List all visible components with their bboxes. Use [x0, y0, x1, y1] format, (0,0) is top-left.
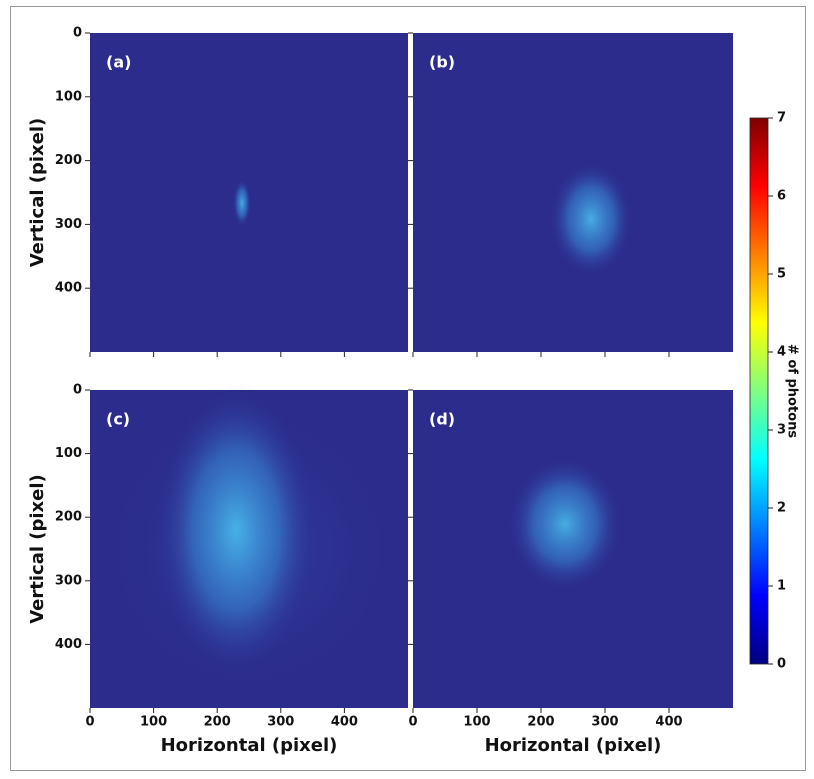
colorbar-tick-label: 5: [777, 267, 786, 282]
y-tick-label: 400: [55, 281, 82, 296]
y-axis-label: Vertical (pixel): [27, 474, 48, 624]
y-tick-label: 300: [55, 217, 82, 232]
y-tick-label: 0: [73, 26, 82, 41]
x-tick-label: 200: [527, 715, 554, 730]
colorbar-tick-label: 4: [777, 345, 786, 360]
x-tick-label: 0: [85, 715, 94, 730]
y-tick-label: 100: [55, 446, 82, 461]
panel-label: (a): [106, 53, 131, 72]
colorbar-label: # of photons: [785, 344, 800, 438]
frame: [10, 6, 806, 771]
colorbar-tick-label: 2: [777, 501, 786, 516]
x-tick-label: 300: [591, 715, 618, 730]
y-tick-label: 200: [55, 510, 82, 525]
x-axis-label: Horizontal (pixel): [485, 735, 662, 756]
colorbar-tick-label: 3: [777, 423, 786, 438]
x-tick-label: 400: [655, 715, 682, 730]
colorbar-tick-label: 6: [777, 189, 786, 204]
y-tick-label: 400: [55, 637, 82, 652]
speckle-cloud: [233, 179, 251, 227]
colorbar: [749, 117, 769, 665]
x-tick-label: 400: [331, 715, 358, 730]
x-tick-label: 200: [204, 715, 231, 730]
panel-label: (d): [429, 410, 455, 429]
colorbar-tick-label: 7: [777, 111, 786, 126]
panel-label: (c): [106, 410, 130, 429]
x-tick-label: 100: [463, 715, 490, 730]
y-tick-label: 0: [73, 383, 82, 398]
x-tick-label: 0: [408, 715, 417, 730]
colorbar-tick-label: 0: [777, 657, 786, 672]
colorbar-tick-label: 1: [777, 579, 786, 594]
panel-label: (b): [429, 53, 455, 72]
speckle-cloud: [156, 385, 316, 675]
y-tick-label: 200: [55, 153, 82, 168]
y-tick-label: 300: [55, 573, 82, 588]
y-axis-label: Vertical (pixel): [27, 118, 48, 268]
x-axis-label: Horizontal (pixel): [161, 735, 338, 756]
speckle-cloud: [507, 456, 623, 592]
x-tick-label: 300: [267, 715, 294, 730]
speckle-clouds: [90, 161, 633, 708]
speckle-cloud: [549, 161, 633, 277]
y-tick-label: 100: [55, 89, 82, 104]
x-tick-label: 100: [140, 715, 167, 730]
